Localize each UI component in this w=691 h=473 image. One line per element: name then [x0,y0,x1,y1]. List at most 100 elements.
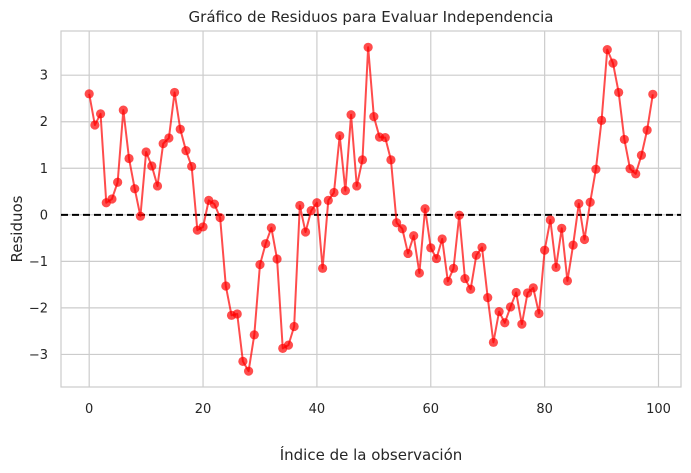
data-point [295,200,305,211]
data-point [84,89,94,99]
data-point [107,194,117,204]
data-point [352,181,362,191]
data-point [232,309,242,319]
data-point [574,199,584,209]
data-point [306,206,316,216]
data-point [431,253,442,264]
data-point [557,223,567,233]
data-point [488,337,499,347]
data-point [437,234,447,244]
y-tick-label: −3 [29,348,48,363]
data-point [243,366,254,376]
data-point [466,284,476,294]
data-point [631,169,641,179]
data-point [443,276,453,286]
data-point [164,133,174,143]
data-point [392,218,402,228]
data-point [95,109,106,119]
data-point [608,58,618,68]
data-point [540,245,550,255]
data-point [397,224,407,234]
data-point [369,112,379,122]
series-layer [84,42,658,376]
data-point [545,215,555,225]
data-point [579,234,590,245]
data-point [141,147,151,157]
data-point [420,204,430,214]
data-point [494,307,504,317]
data-point [318,263,328,273]
data-point [363,42,373,52]
x-axis-title: Índice de la observación [280,445,463,464]
data-point [409,231,419,241]
data-point [124,153,134,164]
data-point [209,199,220,209]
data-point [568,240,578,250]
data-point [340,186,350,196]
y-tick-label: 1 [40,162,48,177]
data-point [414,268,424,278]
data-point [448,263,459,273]
data-point [221,281,231,291]
data-point [215,213,225,223]
y-tick-label: 2 [40,115,48,130]
data-point [255,260,265,270]
data-point [357,155,368,165]
data-point [642,125,652,135]
x-tick-label: 40 [309,402,326,417]
data-point [198,222,208,232]
data-point [113,177,123,187]
data-point [562,276,573,286]
data-point [175,124,185,134]
data-point [158,139,168,149]
y-tick-label: 3 [40,69,48,84]
data-point [289,321,299,332]
chart-title: Gráfico de Residuos para Evaluar Indepen… [189,8,554,26]
data-point [187,161,197,172]
y-axis-title: Residuos [8,195,26,262]
data-point [312,198,322,208]
data-point [386,155,396,165]
data-point [602,45,612,55]
data-point [90,120,100,130]
x-tick-label: 0 [85,402,93,417]
data-point [426,243,436,253]
series-line [88,46,654,373]
data-point [454,210,464,220]
data-point [335,131,345,141]
data-point [636,150,647,160]
data-point [585,197,595,207]
data-point [591,164,601,174]
data-point [500,318,510,328]
x-tick-label: 60 [423,402,440,417]
data-point [147,161,157,171]
data-point [596,115,607,125]
data-point [477,242,487,252]
data-point [511,287,521,298]
data-point [648,89,658,99]
data-point [130,184,140,194]
x-tick-label: 20 [195,402,212,417]
data-point [619,134,629,145]
data-point [300,227,311,237]
data-point [249,330,259,340]
data-point [551,262,561,272]
data-point [238,356,248,367]
data-point [403,248,413,259]
data-point [528,283,538,293]
data-point [135,211,146,221]
data-point [169,87,180,98]
data-point [505,302,516,312]
data-point [329,187,339,198]
data-point [460,273,470,284]
x-tick-labels: 0 20 40 60 80 100 [85,402,671,417]
data-point [614,87,624,98]
data-point [272,254,282,264]
y-tick-labels: −3 −2 −1 0 1 2 3 [29,69,48,363]
y-tick-label: 0 [40,208,48,223]
x-tick-label: 100 [646,402,671,417]
data-point [152,181,163,191]
y-tick-label: −2 [29,301,48,316]
data-point [534,308,544,319]
